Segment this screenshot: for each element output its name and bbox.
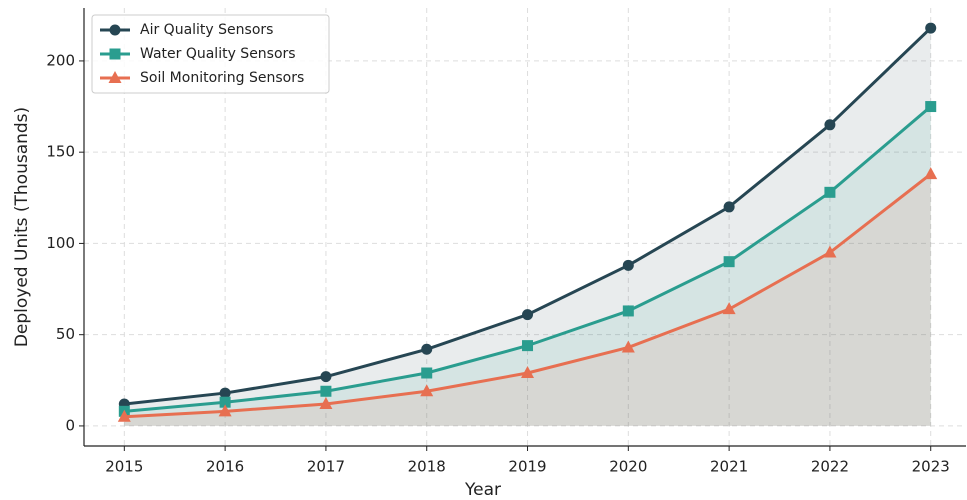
y-tick-label: 100 [46,234,75,252]
marker [319,397,333,410]
marker [320,385,332,397]
marker [622,259,634,271]
marker [824,186,836,198]
marker [622,305,634,317]
x-tick-label: 2017 [307,458,345,476]
legend-box [91,14,330,94]
x-tick-label: 2023 [912,458,950,476]
marker [109,48,121,60]
legend-label: Soil Monitoring Sensors [140,70,304,86]
marker [522,340,534,352]
y-tick-label: 200 [46,51,75,69]
marker [823,245,837,258]
marker [522,309,534,321]
marker [421,367,433,379]
marker [824,119,836,131]
legend-label: Air Quality Sensors [140,22,273,38]
y-tick-label: 50 [56,325,75,343]
marker [420,384,434,397]
marker [219,396,231,408]
marker [108,71,122,83]
x-tick-label: 2020 [609,458,647,476]
marker [722,302,736,315]
marker [621,340,635,353]
marker [723,201,735,213]
x-tick-label: 2015 [105,458,143,476]
marker [521,366,535,378]
area [124,28,931,426]
y-axis-label: Deployed Units (Thousands) [12,107,32,347]
marker [117,409,131,422]
x-tick-label: 2019 [508,458,546,476]
x-tick-label: 2022 [811,458,849,476]
x-tick-label: 2016 [206,458,244,476]
area [124,174,931,426]
marker [924,167,938,180]
marker [723,256,735,268]
x-tick-label: 2018 [408,458,446,476]
marker [219,387,231,399]
legend-label: Water Quality Sensors [140,46,296,62]
area [124,106,931,426]
y-tick-label: 0 [65,416,75,434]
x-tick-label: 2021 [710,458,748,476]
marker [109,24,121,36]
x-axis-label: Year [464,480,501,500]
marker [925,101,937,113]
marker [218,404,232,417]
y-tick-label: 150 [46,143,75,161]
marker [925,22,937,34]
marker [320,371,332,383]
marker [421,343,433,355]
